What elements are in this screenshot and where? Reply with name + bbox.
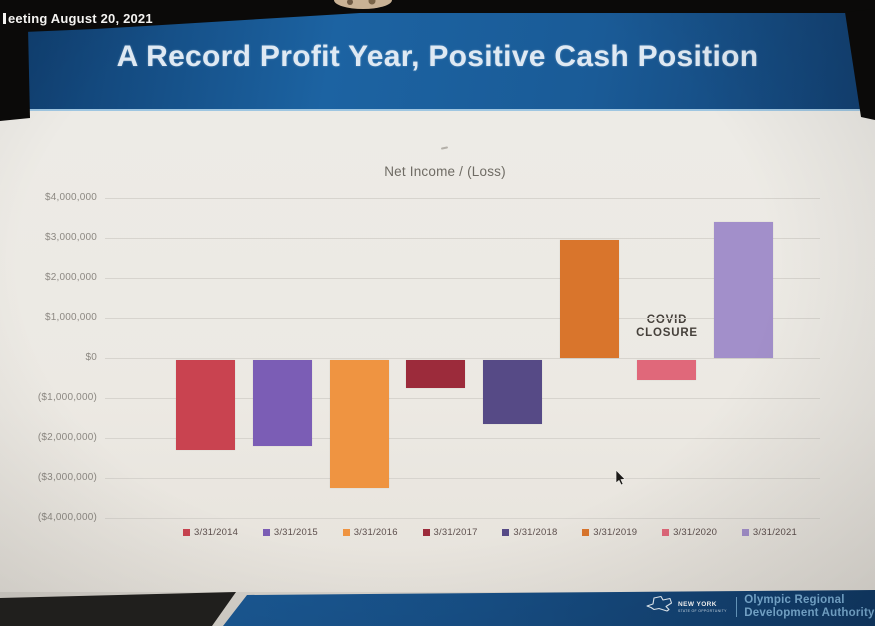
footer-divider <box>735 596 738 617</box>
ny-logo-primary-text: NEW YORK <box>678 600 717 608</box>
cropped-letter-fragment <box>3 13 6 24</box>
footer-band: NEW YORK STATE OF OPPORTUNITY Olympic Re… <box>223 590 875 626</box>
ny-state-logo-icon <box>645 594 675 619</box>
org-name: Olympic Regional Development Authority <box>744 594 874 619</box>
org-name-line2: Development Authority <box>744 606 875 619</box>
slide-body <box>0 111 875 593</box>
ny-logo-wordmark: NEW YORK STATE OF OPPORTUNITY <box>678 601 727 613</box>
slide-title: A Record Profit Year, Positive Cash Posi… <box>116 40 759 73</box>
ny-logo-secondary-text: STATE OF OPPORTUNITY <box>678 608 727 613</box>
slide-header: A Record Profit Year, Positive Cash Posi… <box>0 11 875 111</box>
footer-branding: NEW YORK STATE OF OPPORTUNITY Olympic Re… <box>645 594 875 619</box>
mouse-cursor-icon <box>615 469 626 491</box>
org-name-line1: Olympic Regional <box>744 594 845 606</box>
head-blob <box>334 0 392 9</box>
meeting-overlay-label: eeting August 20, 2021 <box>8 11 153 26</box>
